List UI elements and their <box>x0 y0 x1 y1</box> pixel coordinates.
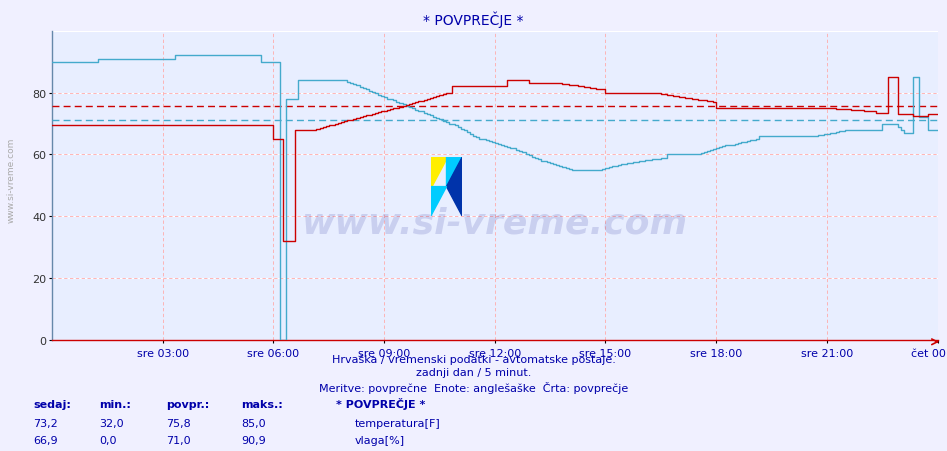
Text: 66,9: 66,9 <box>33 435 58 445</box>
Text: Meritve: povprečne  Enote: anglešaške  Črta: povprečje: Meritve: povprečne Enote: anglešaške Črt… <box>319 381 628 393</box>
Text: 0,0: 0,0 <box>99 435 116 445</box>
Text: * POVPREČJE *: * POVPREČJE * <box>423 11 524 28</box>
Polygon shape <box>447 158 462 187</box>
Text: 73,2: 73,2 <box>33 418 58 428</box>
Text: 85,0: 85,0 <box>241 418 266 428</box>
Polygon shape <box>431 158 447 187</box>
Text: 32,0: 32,0 <box>99 418 124 428</box>
Text: 75,8: 75,8 <box>166 418 190 428</box>
Text: 71,0: 71,0 <box>166 435 190 445</box>
Text: temperatura[F]: temperatura[F] <box>355 418 441 428</box>
Text: www.si-vreme.com: www.si-vreme.com <box>302 206 688 240</box>
Text: vlaga[%]: vlaga[%] <box>355 435 405 445</box>
Text: * POVPREČJE *: * POVPREČJE * <box>336 397 425 409</box>
Text: min.:: min.: <box>99 399 132 409</box>
Polygon shape <box>447 158 462 216</box>
Text: Hrvaška / vremenski podatki - avtomatske postaje.: Hrvaška / vremenski podatki - avtomatske… <box>331 354 616 364</box>
Text: www.si-vreme.com: www.si-vreme.com <box>7 138 16 223</box>
Polygon shape <box>431 187 447 216</box>
Text: sedaj:: sedaj: <box>33 399 71 409</box>
Text: zadnji dan / 5 minut.: zadnji dan / 5 minut. <box>416 368 531 377</box>
Text: povpr.:: povpr.: <box>166 399 209 409</box>
Text: 90,9: 90,9 <box>241 435 266 445</box>
Text: maks.:: maks.: <box>241 399 283 409</box>
